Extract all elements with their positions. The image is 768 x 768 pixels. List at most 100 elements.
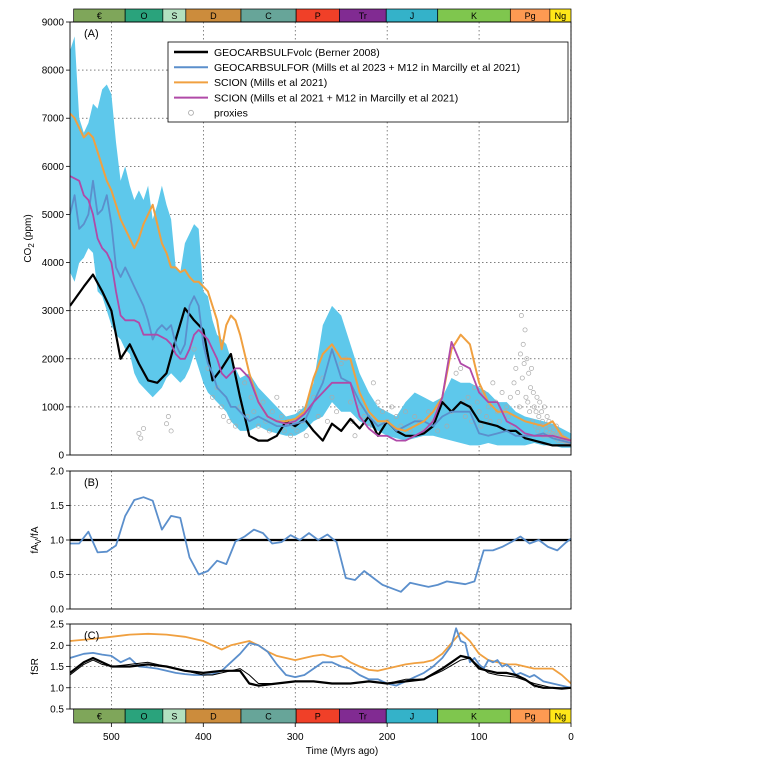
a-proxy-point-122 xyxy=(541,404,547,410)
a-proxy-point-31 xyxy=(297,409,303,415)
a-ytick-label-1: 1000 xyxy=(42,402,65,413)
a-proxy-point-12 xyxy=(226,418,232,424)
a-proxy-point-111 xyxy=(531,404,537,410)
a-proxy-point-68 xyxy=(458,365,464,371)
bottom-period-10 xyxy=(549,708,572,724)
x-tick-label-5: 0 xyxy=(568,732,574,743)
a-proxy-point-20 xyxy=(260,399,266,405)
a-proxy-point-97 xyxy=(518,313,524,318)
a-ytick-label-5: 5000 xyxy=(42,210,65,221)
panel-b-fav-fa: 0.0 0.5 1.0 1.5 2.0 (B) fAV/fA xyxy=(30,467,572,616)
a-proxy-point-61 xyxy=(426,409,431,415)
a-proxy-point-17 xyxy=(248,394,254,400)
top-period-label-9: Pg xyxy=(525,11,536,21)
a-proxy-point-92 xyxy=(511,380,517,386)
b-y-axis-label: fAV/fA xyxy=(30,526,43,553)
bottom-period-label-10: Ng xyxy=(555,712,567,722)
a-ytick-label-4: 4000 xyxy=(42,258,65,269)
x-tick-label-3: 200 xyxy=(379,732,396,743)
a-series-line-1 xyxy=(70,179,571,444)
bottom-period-label-9: Pg xyxy=(525,712,536,722)
a-proxy-point-28 xyxy=(288,433,294,439)
top-period-label-7: J xyxy=(410,11,415,21)
c-plot-content xyxy=(70,627,571,690)
bottom-period-label-0: € xyxy=(97,712,102,722)
a-proxy-point-30 xyxy=(294,428,300,434)
a-ytick-label-8: 8000 xyxy=(42,66,65,77)
a-proxy-point-108 xyxy=(529,365,534,371)
a-frame xyxy=(69,21,572,456)
a-series-line-3 xyxy=(70,175,571,442)
a-proxy-point-23 xyxy=(269,409,275,415)
a-proxy-point-117 xyxy=(537,399,543,405)
a-proxy-point-0 xyxy=(136,430,142,436)
b-panel-label: (B) xyxy=(84,477,99,489)
a-proxy-point-98 xyxy=(519,375,525,381)
a-plot-content xyxy=(70,36,571,448)
a-proxy-point-2 xyxy=(141,426,146,431)
a-proxy-point-115 xyxy=(535,428,541,434)
legend-entry-4: proxies xyxy=(214,108,248,120)
x-tick-label-4: 100 xyxy=(471,732,488,743)
a-proxy-point-89 xyxy=(506,414,511,419)
legend-entry-3: SCION (Mills et al 2021 + M12 in Marcill… xyxy=(214,92,458,104)
a-proxy-point-36 xyxy=(315,414,321,419)
a-proxy-point-101 xyxy=(522,327,528,333)
a-proxy-point-75 xyxy=(474,399,480,405)
a-proxy-point-113 xyxy=(533,409,539,415)
c-series-line-0 xyxy=(70,631,571,685)
a-proxy-point-19 xyxy=(255,423,261,429)
top-period-label-4: C xyxy=(265,11,272,21)
a-ytick-label-0: 0 xyxy=(58,451,64,462)
period-bar-top: € O S D C P Tr J K Pg Ng xyxy=(73,8,572,23)
top-period-label-10: Ng xyxy=(555,11,567,21)
b-ytick-label-0: 0.0 xyxy=(50,605,64,616)
a-proxy-point-125 xyxy=(544,414,550,419)
legend-entry-1: GEOCARBSULFOR (Mills et al 2023 + M12 in… xyxy=(214,62,520,74)
a-proxy-point-47 xyxy=(361,414,367,419)
c-ytick-label-4: 2.5 xyxy=(50,620,64,631)
a-ytick-label-6: 6000 xyxy=(42,162,65,173)
bottom-period-label-6: Tr xyxy=(359,712,367,722)
c-ytick-label-2: 1.5 xyxy=(50,662,64,673)
a-proxy-point-25 xyxy=(278,414,284,419)
a-ytick-label-9: 9000 xyxy=(42,18,65,29)
b-ytick-label-3: 1.5 xyxy=(50,501,64,512)
legend-swatch-4 xyxy=(188,109,194,116)
a-proxy-point-80 xyxy=(485,404,491,410)
a-proxy-point-54 xyxy=(393,414,399,419)
a-proxy-point-18 xyxy=(251,409,257,415)
top-period-label-0: € xyxy=(97,11,102,21)
a-ytick-label-7: 7000 xyxy=(42,114,65,125)
a-proxy-point-58 xyxy=(412,414,418,419)
a-proxy-point-70 xyxy=(462,414,468,419)
panel-c-fsr: 0.5 1.0 1.5 2.0 2.5 (C) fSR xyxy=(30,620,572,716)
x-axis: Time (Myrs ago) 500 400 300 200 100 0 xyxy=(103,723,574,757)
a-panel-label: (A) xyxy=(84,28,99,40)
a-proxy-point-94 xyxy=(515,390,521,395)
a-series-line-2 xyxy=(70,112,571,442)
a-proxy-point-76 xyxy=(476,409,482,415)
a-proxy-point-40 xyxy=(334,409,340,415)
a-proxy-point-107 xyxy=(528,385,534,391)
c-ytick-label-3: 2.0 xyxy=(50,641,64,652)
a-proxy-point-43 xyxy=(347,399,353,405)
b-ytick-label-1: 0.5 xyxy=(50,570,64,581)
b-ytick-label-2: 1.0 xyxy=(50,536,64,547)
x-tick-label-0: 500 xyxy=(103,732,120,743)
a-proxy-point-86 xyxy=(499,390,505,395)
c-ytick-label-1: 1.0 xyxy=(50,683,64,694)
a-proxy-point-65 xyxy=(444,423,450,429)
top-period-label-3: D xyxy=(210,11,217,21)
x-tick-label-1: 400 xyxy=(195,732,212,743)
a-proxy-point-39 xyxy=(329,394,335,400)
a-proxy-point-93 xyxy=(513,365,519,371)
a-y-axis-label: CO2 (ppm) xyxy=(23,214,36,262)
legend-box xyxy=(167,41,569,123)
a-proxy-point-116 xyxy=(536,414,542,419)
a-proxy-point-71 xyxy=(465,394,471,400)
a-proxy-point-26 xyxy=(281,428,287,434)
a-proxy-point-103 xyxy=(524,356,530,362)
a-proxy-point-5 xyxy=(168,428,174,434)
